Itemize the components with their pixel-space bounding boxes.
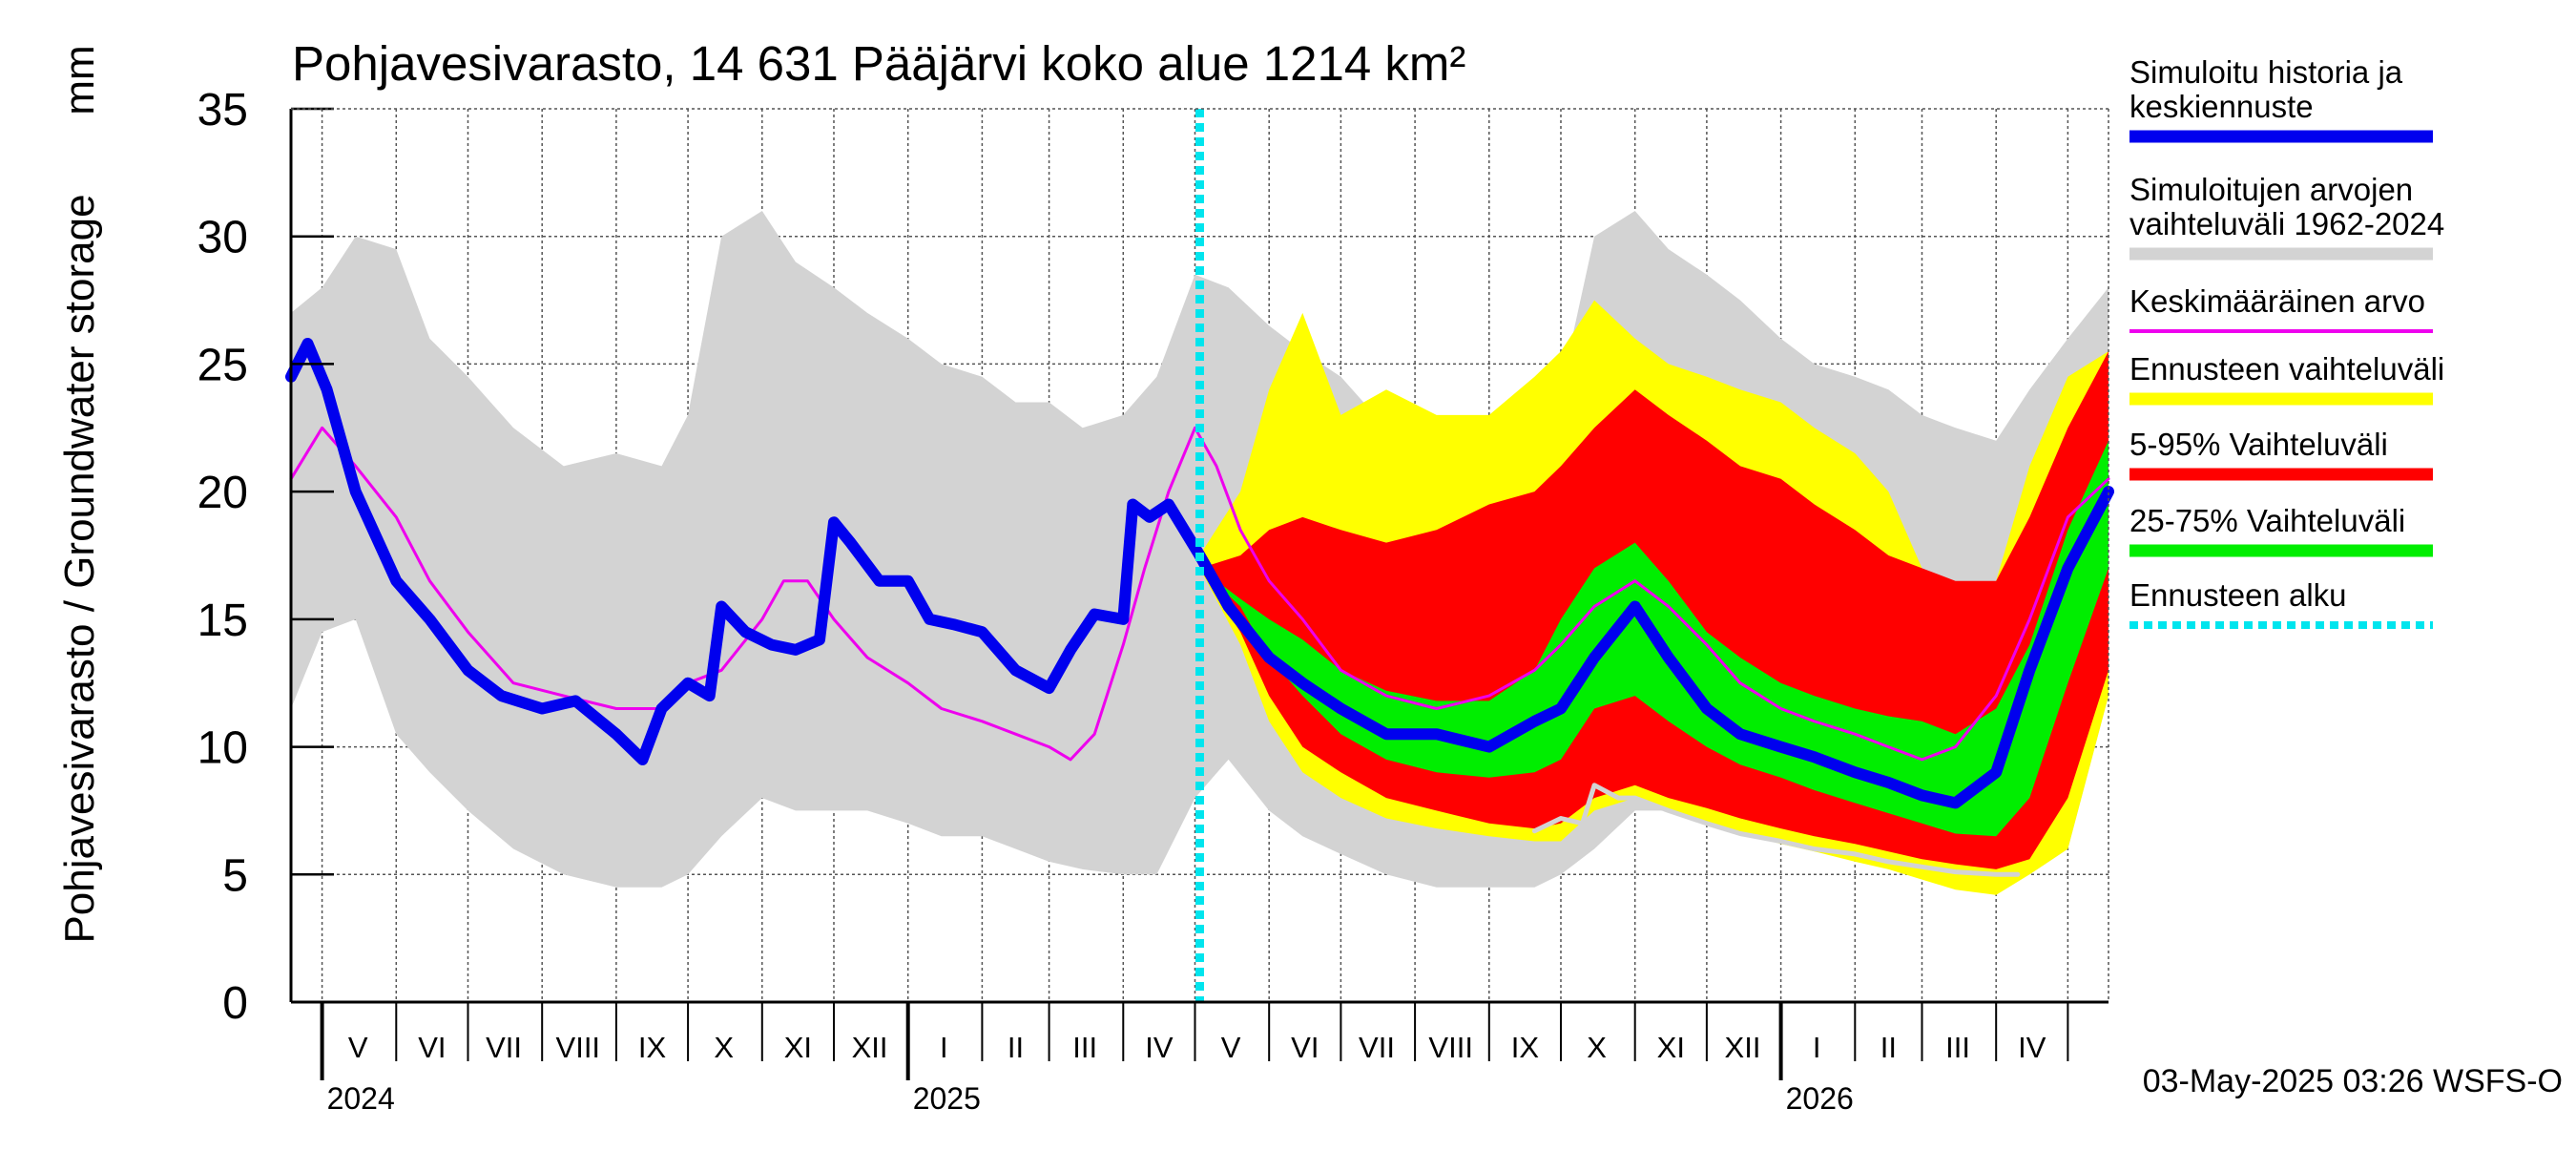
x-month-label: I <box>1813 1031 1821 1064</box>
x-month-label: VI <box>1291 1031 1319 1064</box>
y-tick-label: 5 <box>222 850 248 901</box>
legend-label: 5-95% Vaihteluväli <box>2129 427 2388 462</box>
x-month-label: X <box>714 1031 734 1064</box>
legend-label: Ennusteen vaihteluväli <box>2129 351 2444 387</box>
y-tick-label: 25 <box>197 340 248 390</box>
x-month-label: VIII <box>556 1031 601 1064</box>
line-simuloitu-historia-ja-keskiennuste <box>285 338 2114 809</box>
series-lines <box>285 338 2114 877</box>
x-month-label: VII <box>1359 1031 1395 1064</box>
legend-label: Ennusteen alku <box>2129 577 2347 613</box>
x-month-label: XI <box>1657 1031 1685 1064</box>
y-axis-label: Pohjavesivarasto / Groundwater storage <box>56 194 103 943</box>
x-month-label: VIII <box>1428 1031 1473 1064</box>
x-month-label: X <box>1587 1031 1607 1064</box>
x-month-label: III <box>1072 1031 1097 1064</box>
x-month-label: I <box>940 1031 948 1064</box>
legend-label: keskiennuste <box>2129 89 2314 124</box>
x-month-label: II <box>1880 1031 1897 1064</box>
y-tick-label: 35 <box>197 85 248 136</box>
legend-label: vaihteluväli 1962-2024 <box>2129 206 2444 241</box>
x-month-label: III <box>1945 1031 1970 1064</box>
x-month-label: IX <box>1511 1031 1540 1064</box>
y-tick-label: 0 <box>222 978 248 1029</box>
x-month-label: VI <box>418 1031 446 1064</box>
y-axis-unit: mm <box>56 45 103 115</box>
x-month-label: V <box>348 1031 368 1064</box>
x-year-label: 2025 <box>913 1081 981 1116</box>
footer-timestamp: 03-May-2025 03:26 WSFS-O <box>2143 1063 2563 1099</box>
x-month-label: IV <box>1145 1031 1174 1064</box>
legend-label: Keskimääräinen arvo <box>2129 283 2425 319</box>
x-month-label: VII <box>486 1031 522 1064</box>
chart-title: Pohjavesivarasto, 14 631 Pääjärvi koko a… <box>292 36 1465 91</box>
x-month-label: IV <box>2018 1031 2046 1064</box>
x-month-label: XI <box>784 1031 812 1064</box>
y-tick-label: 20 <box>197 468 248 518</box>
x-month-label: II <box>1008 1031 1024 1064</box>
legend-label: 25-75% Vaihteluväli <box>2129 503 2405 538</box>
y-tick-label: 15 <box>197 596 248 646</box>
y-tick-label: 30 <box>197 213 248 263</box>
x-month-label: XII <box>852 1031 888 1064</box>
x-year-label: 2024 <box>327 1081 395 1116</box>
x-month-label: V <box>1221 1031 1241 1064</box>
x-month-label: IX <box>638 1031 667 1064</box>
y-tick-label: 10 <box>197 723 248 774</box>
x-year-label: 2026 <box>1786 1081 1854 1116</box>
x-month-label: XII <box>1725 1031 1761 1064</box>
line-keskim-r-inen-arvo <box>289 426 2110 762</box>
legend-label: Simuloitujen arvojen <box>2129 172 2413 207</box>
line-simuloitujen-arvojen-minimi <box>1531 783 2021 877</box>
legend-label: Simuloitu historia ja <box>2129 54 2403 90</box>
